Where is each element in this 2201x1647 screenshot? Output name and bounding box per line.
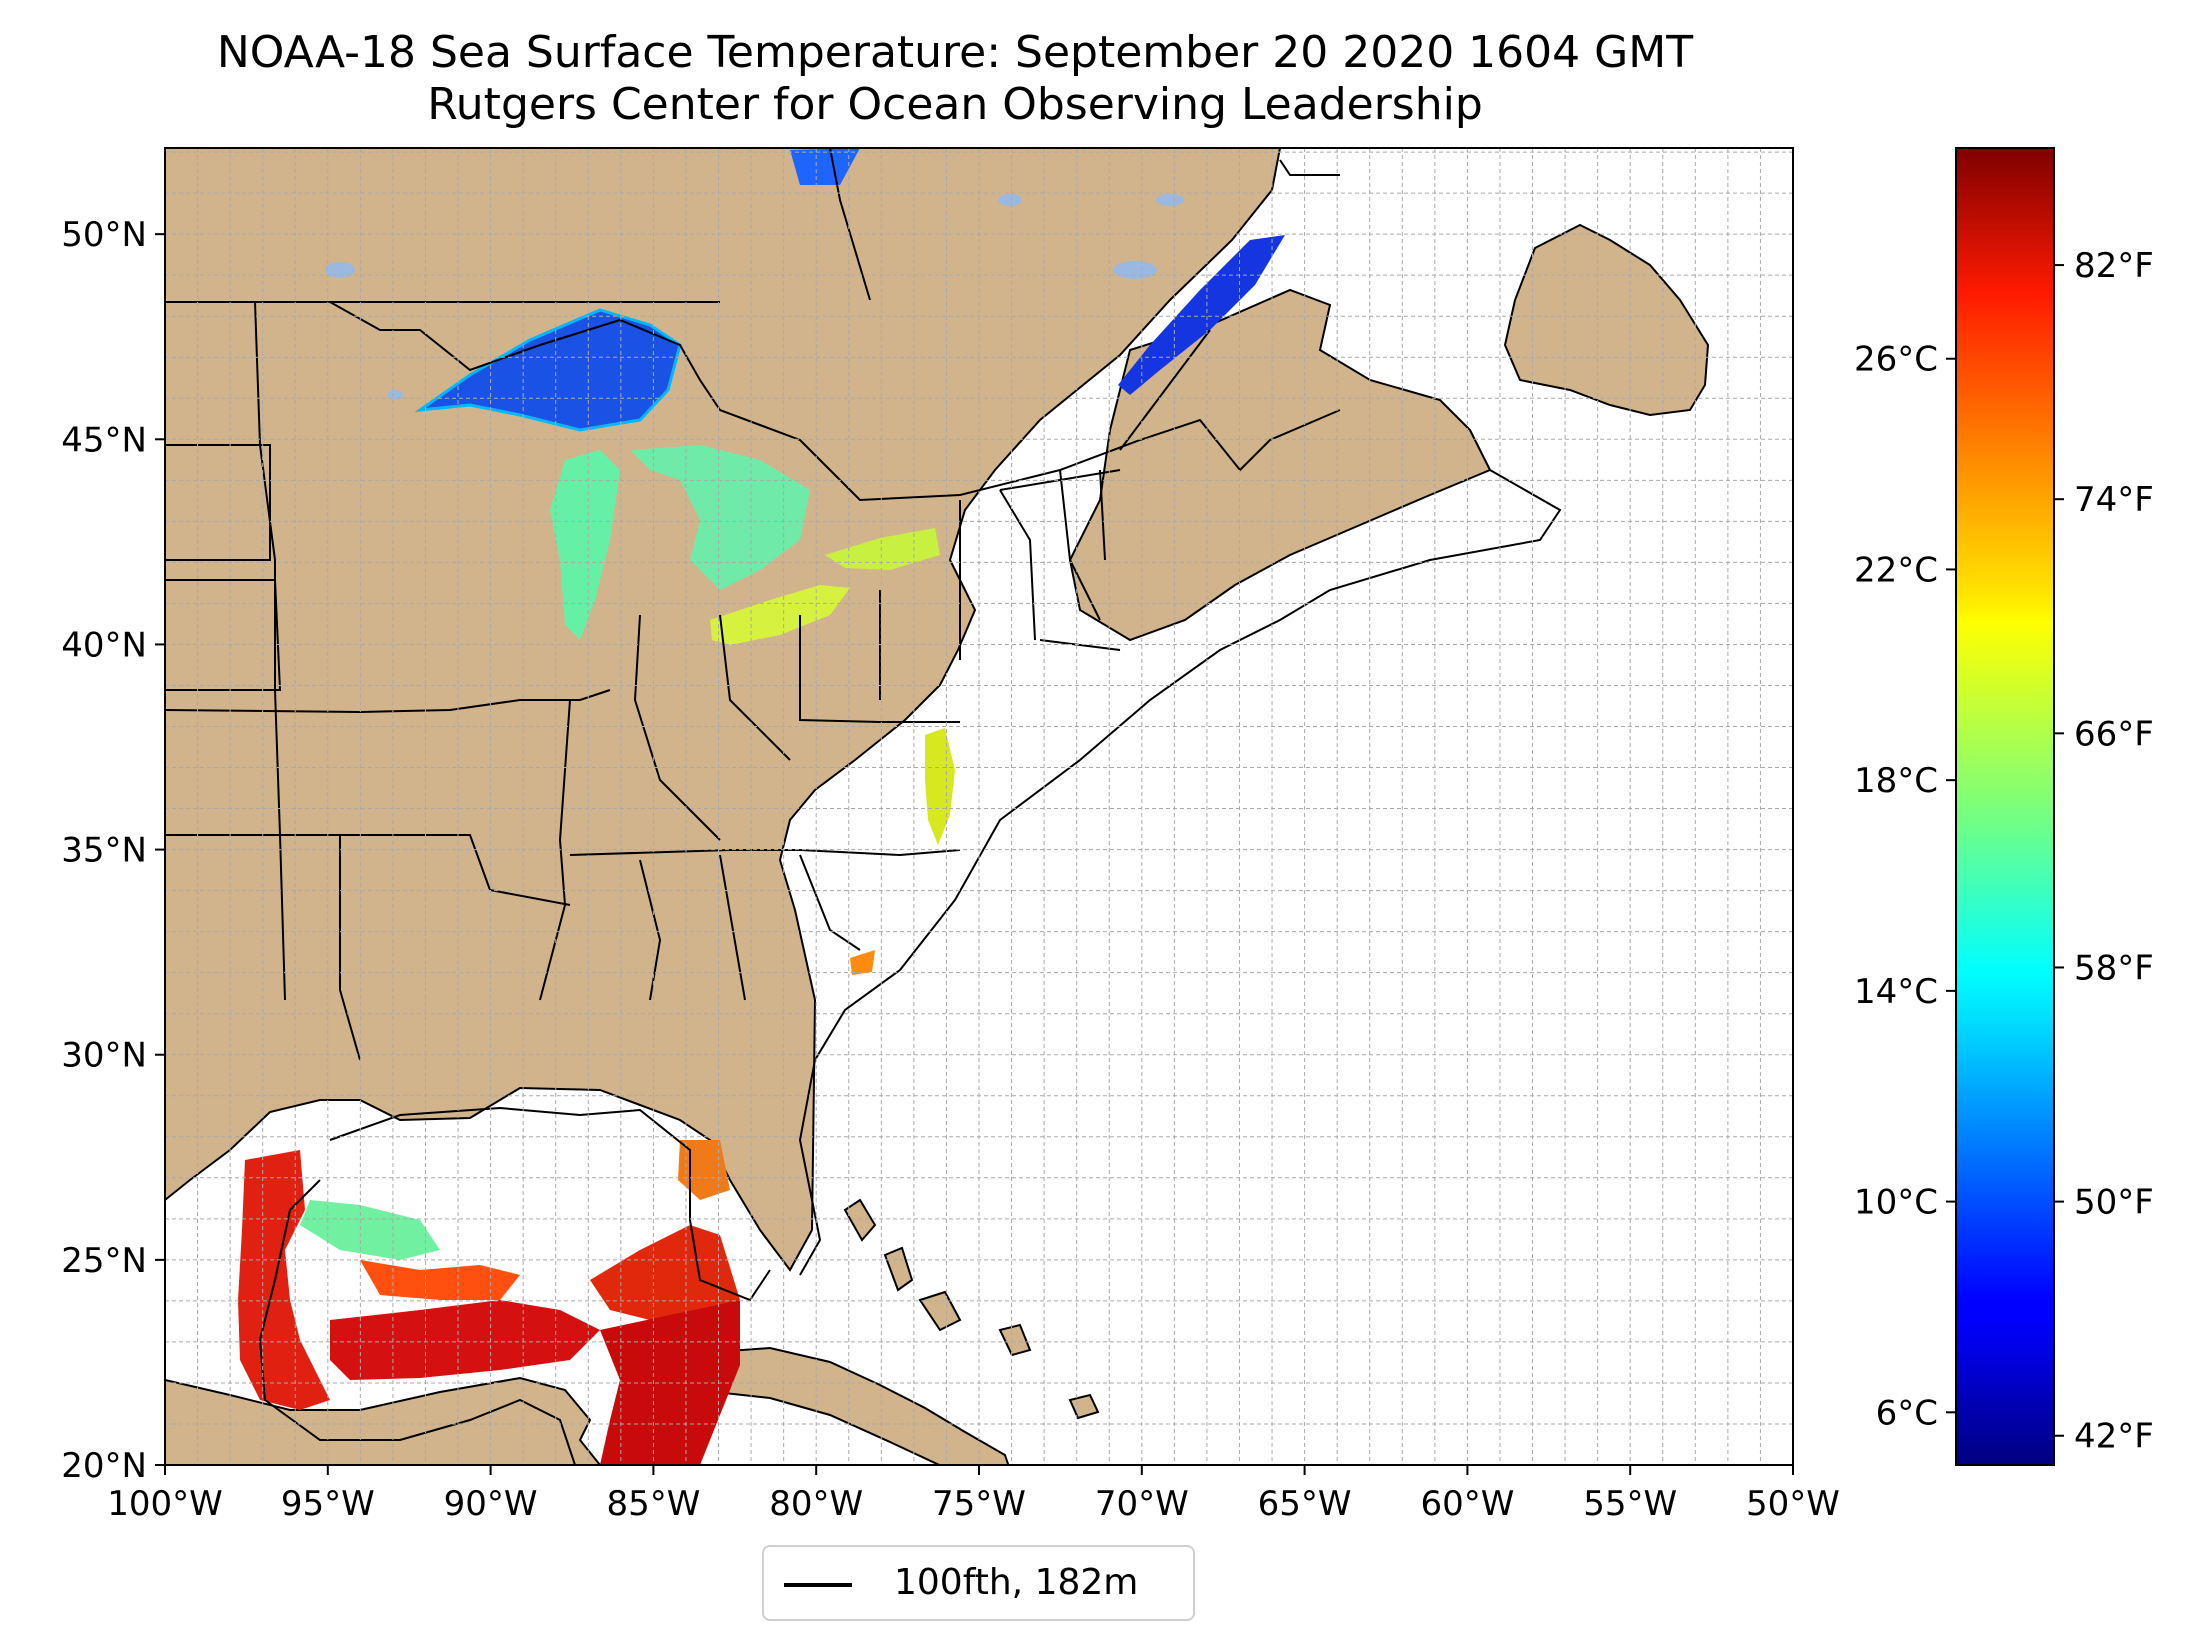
canada-us-border [165, 301, 1341, 502]
lon-tick-label: 65°W [1258, 1484, 1352, 1524]
lon-tick-label: 70°W [1095, 1484, 1189, 1524]
celsius-tick-label: 26°C [1854, 340, 1938, 380]
celsius-tick-label: 10°C [1854, 1183, 1938, 1223]
lon-tick-label: 80°W [769, 1484, 863, 1524]
legend-line-swatch [784, 1583, 852, 1587]
colorbar-celsius-axis: 6°C 10°C 14°C 18°C 22°C 26°C [1854, 340, 1956, 1433]
lat-tick-label: 50°N [61, 215, 147, 255]
lat-tick-label: 30°N [61, 1036, 147, 1076]
land-newfoundland [1503, 223, 1710, 417]
lat-tick-label: 25°N [61, 1241, 147, 1281]
lat-tick-label: 40°N [61, 625, 147, 665]
isobath-100fth [258, 469, 1562, 1465]
fahrenheit-tick-label: 42°F [2074, 1417, 2154, 1457]
lake-superior-sst [414, 308, 682, 432]
fahrenheit-tick-label: 66°F [2074, 714, 2154, 754]
lat-tick-label: 20°N [61, 1446, 147, 1486]
fahrenheit-tick-label: 74°F [2074, 480, 2154, 520]
lon-tick-label: 85°W [606, 1484, 700, 1524]
lon-tick-label: 50°W [1746, 1484, 1840, 1524]
land-cuba [663, 1346, 1010, 1465]
fahrenheit-tick-label: 82°F [2074, 246, 2154, 286]
latitude-axis: 20°N 25°N 30°N 35°N 40°N 45°N 50°N [61, 215, 165, 1486]
fahrenheit-tick-label: 58°F [2074, 948, 2154, 988]
celsius-tick-label: 18°C [1854, 761, 1938, 801]
lat-tick-label: 45°N [61, 420, 147, 460]
colorbar-fahrenheit-axis: 42°F 50°F 58°F 66°F 74°F 82°F [2054, 246, 2154, 1457]
lake-michigan-sst [550, 450, 620, 640]
celsius-tick-label: 22°C [1854, 550, 1938, 590]
lon-tick-label: 100°W [107, 1484, 223, 1524]
chart-subtitle: Rutgers Center for Ocean Observing Leade… [427, 79, 1483, 130]
celsius-tick-label: 6°C [1876, 1393, 1938, 1433]
chart-title: NOAA-18 Sea Surface Temperature: Septemb… [216, 27, 1694, 78]
lat-tick-label: 35°N [61, 831, 147, 871]
lon-tick-label: 60°W [1420, 1484, 1514, 1524]
fahrenheit-tick-label: 50°F [2074, 1183, 2154, 1223]
lon-tick-label: 95°W [281, 1484, 375, 1524]
hudson-bay-south [790, 148, 860, 185]
celsius-tick-label: 14°C [1854, 972, 1938, 1012]
legend-label: 100fth, 182m [894, 1562, 1139, 1603]
lon-tick-label: 75°W [932, 1484, 1026, 1524]
lon-tick-label: 90°W [444, 1484, 538, 1524]
chesapeake-sst [925, 728, 955, 845]
land-bahamas [843, 1198, 1100, 1420]
legend: 100fth, 182m [762, 1545, 1195, 1621]
land-yucatan [165, 1376, 602, 1465]
gridlines [165, 148, 1793, 1465]
carolina-coast-sst [850, 950, 875, 975]
colorbar [1955, 147, 2055, 1466]
lake-huron-sst [630, 445, 810, 590]
lake-erie-sst [710, 585, 850, 645]
lon-tick-label: 55°W [1583, 1484, 1677, 1524]
lake-ontario-sst [825, 528, 940, 570]
longitude-axis: 100°W 95°W 90°W 85°W 80°W 75°W 70°W 65°W 60°W 55°… [107, 1465, 1840, 1524]
lakes [325, 194, 1184, 400]
